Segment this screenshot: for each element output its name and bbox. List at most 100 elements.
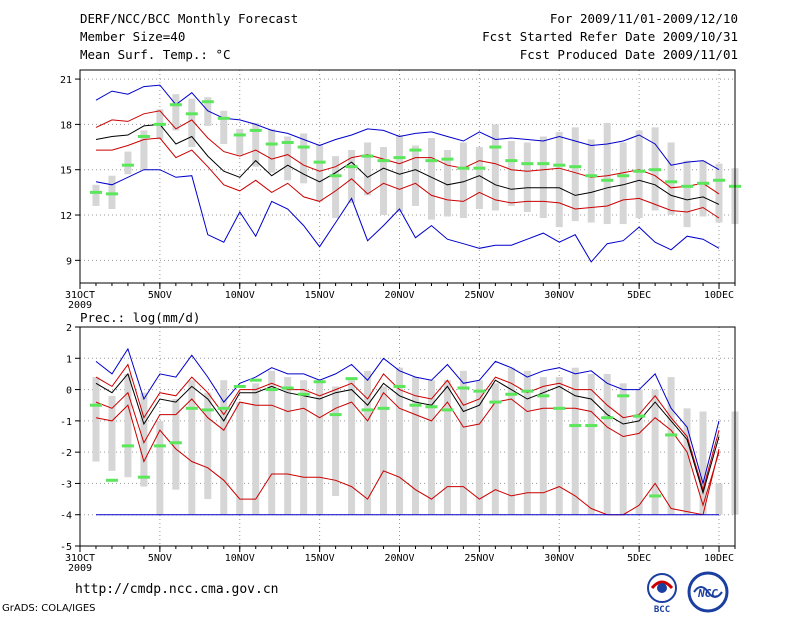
spread-box [252,383,260,515]
ensemble-marker [569,165,582,169]
spread-box [715,163,723,223]
ensemble-marker [697,181,710,185]
ensemble-marker [377,159,390,163]
x-tick-label: 10NOV [225,290,255,301]
ensemble-marker [361,408,374,412]
spread-box [683,160,691,228]
spread-box [635,389,643,515]
ensemble-marker [217,116,230,120]
spread-box [491,124,499,211]
ensemble-marker [601,178,614,182]
ensemble-marker [393,156,406,160]
ensemble-marker [233,133,246,137]
x-tick-label: 10DEC [704,290,734,301]
bcc-logo: BCC [647,573,677,614]
spread-box [220,110,228,145]
spread-box [667,377,675,515]
spread-box [715,483,723,515]
ensemble-marker [105,478,118,482]
spread-box [300,133,308,184]
x-year-label: 2009 [68,300,92,311]
y-tick-label: 0 [66,386,72,397]
spread-box [491,383,499,515]
spread-box [332,156,340,219]
spread-box [316,144,324,202]
spread-box [523,142,531,212]
ensemble-marker [489,400,502,404]
spread-box [236,402,244,515]
x-tick-label: 30NOV [544,553,574,564]
ensemble-marker [585,174,598,178]
ensemble-marker [297,392,310,396]
x-tick-label: 25NOV [464,553,494,564]
spread-box [683,408,691,515]
y-tick-label: 21 [60,75,72,86]
x-tick-label: 30NOV [544,290,574,301]
chart-title: DERF/NCC/BCC Monthly Forecast [80,11,299,26]
ensemble-marker [585,424,598,428]
temperature-panel: 9 12 15 18 21 31OCT 5NOV 10NOV 15NOV 20NOV 25NOV 30… [60,69,741,311]
x-tick-label: 15NOV [305,553,335,564]
spread-box [300,380,308,515]
x-tick-label: 31OCT [65,290,95,301]
y-tick-label: -4 [60,511,72,522]
ensemble-marker [681,184,694,188]
spread-box [236,128,244,155]
ensemble-marker [633,414,646,418]
ensemble-marker [665,180,678,184]
ensemble-marker [249,128,262,132]
spread-box [443,380,451,515]
ensemble-marker [505,392,518,396]
ensemble-marker [601,416,614,420]
y-tick-label: 18 [60,120,72,131]
ensemble-marker [393,384,406,388]
ensemble-marker [313,160,326,164]
spread-box [539,377,547,515]
spread-box [268,370,276,515]
ensemble-marker [473,166,486,170]
y-tick-label: 15 [60,166,72,177]
series-p75-line [95,110,720,195]
spread-box [699,160,707,217]
spread-box [555,131,563,228]
ensemble-marker [537,162,550,166]
ensemble-marker [233,384,246,388]
spread-box [220,380,228,515]
y-tick-label: 2 [66,323,72,334]
ensemble-marker [313,380,326,384]
series-max-line [95,84,720,171]
spread-box [92,184,100,206]
spread-box [459,370,467,515]
ensemble-marker [89,403,102,407]
spread-box [587,139,595,223]
spread-box [92,377,100,462]
spread-box [507,367,515,515]
ensemble-marker [633,169,646,173]
y-tick-label: 1 [66,354,72,365]
temperature-title: Mean Surf. Temp.: °C [80,47,231,62]
x-tick-label: 31OCT [65,553,95,564]
precipitation-title: Prec.: log(mm/d) [80,310,200,325]
spread-box [188,98,196,148]
spread-box [172,398,180,490]
ensemble-marker [345,377,358,381]
series-mean-line [95,372,720,495]
x-tick-label: 5DEC [627,290,651,301]
ensemble-marker [265,388,278,392]
spread-box [284,377,292,515]
ensemble-marker [409,403,422,407]
ensemble-marker [201,408,214,412]
ensemble-marker [89,190,102,194]
x-tick-label: 20NOV [384,290,414,301]
spread-box [603,122,611,225]
website-url[interactable]: http://cmdp.ncc.cma.gov.cn [75,582,279,597]
ensemble-marker [441,408,454,412]
ensemble-marker [377,406,390,410]
spread-box [571,127,579,222]
bcc-logo-text: BCC [654,605,670,614]
ensemble-marker [649,494,662,498]
spread-box [380,147,388,216]
spread-box [411,377,419,515]
ensemble-marker [521,162,534,166]
